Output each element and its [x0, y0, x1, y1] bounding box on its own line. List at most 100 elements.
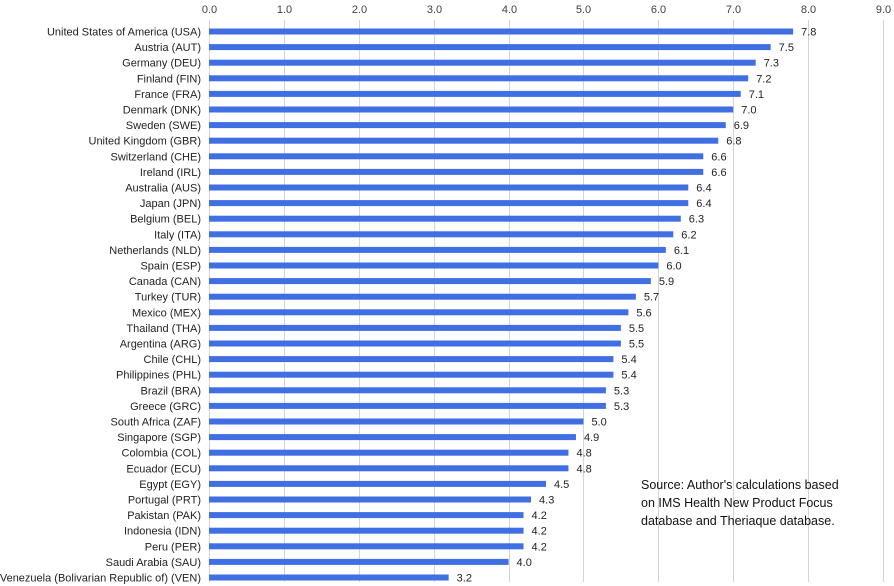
bar [209, 465, 569, 472]
category-labels: United States of America (USA) Austria (A… [0, 27, 201, 585]
bar [209, 434, 576, 441]
data-label: 4.2 [532, 510, 547, 522]
data-label: 6.6 [711, 151, 726, 163]
bar [209, 137, 719, 144]
bar [209, 90, 741, 97]
data-label: 6.4 [696, 198, 711, 210]
category-label: Chile (CHL) [144, 354, 201, 366]
bar [209, 356, 614, 363]
x-tick-label: 4.0 [502, 4, 517, 16]
category-label: United States of America (USA) [47, 27, 201, 39]
category-label: Spain (ESP) [140, 261, 201, 273]
category-label: Egypt (EGY) [139, 479, 201, 491]
data-label: 6.2 [681, 229, 696, 241]
data-label: 6.1 [674, 245, 689, 257]
category-label: Greece (GRC) [130, 401, 201, 413]
data-label: 6.3 [689, 214, 704, 226]
x-tick-label: 3.0 [427, 4, 442, 16]
data-label: 4.8 [576, 448, 591, 460]
category-label: Turkey (TUR) [135, 292, 201, 304]
data-labels: 7.87.57.37.27.17.06.96.86.66.66.46.46.36… [457, 27, 817, 585]
data-label: 6.8 [726, 136, 741, 148]
data-label: 4.2 [532, 526, 547, 538]
data-label: 4.9 [584, 432, 599, 444]
category-label: Saudi Arabia (SAU) [106, 557, 201, 569]
category-label: Mexico (MEX) [132, 307, 201, 319]
category-label: Switzerland (CHE) [111, 151, 201, 163]
data-label: 4.0 [517, 557, 532, 569]
bar [209, 200, 689, 207]
category-label: Colombia (COL) [122, 448, 201, 460]
category-label: Philippines (PHL) [116, 370, 201, 382]
bar [209, 59, 756, 66]
category-label: South Africa (ZAF) [111, 417, 201, 429]
x-tick-label: 8.0 [801, 4, 816, 16]
data-label: 7.8 [801, 27, 816, 39]
bar [209, 246, 666, 253]
bar [209, 122, 726, 129]
category-label: Finland (FIN) [137, 73, 201, 85]
x-tick-label: 9.0 [876, 4, 891, 16]
x-tick-label: 2.0 [352, 4, 367, 16]
gridlines [209, 20, 884, 582]
data-label: 5.4 [621, 354, 636, 366]
data-label: 7.2 [756, 73, 771, 85]
source-note-line: Source: Author's calculations based [641, 478, 839, 492]
bar [209, 543, 524, 550]
data-label: 4.8 [576, 463, 591, 475]
bar [209, 496, 532, 503]
bar [209, 28, 794, 35]
bar [209, 262, 659, 269]
data-label: 5.7 [644, 292, 659, 304]
bar [209, 278, 651, 285]
category-label: Japan (JPN) [140, 198, 201, 210]
category-label: Peru (PER) [145, 541, 201, 553]
category-label: Ireland (IRL) [140, 167, 201, 179]
bar [209, 293, 636, 300]
bar [209, 558, 509, 565]
category-label: Singapore (SGP) [117, 432, 201, 444]
x-tick-label: 7.0 [726, 4, 741, 16]
data-label: 7.0 [741, 105, 756, 117]
bar [209, 574, 449, 581]
bar [209, 215, 681, 222]
data-label: 5.0 [591, 417, 606, 429]
category-label: Ecuador (ECU) [126, 463, 201, 475]
source-note: Source: Author's calculations based on I… [641, 476, 891, 530]
bar [209, 340, 621, 347]
bar [209, 371, 614, 378]
data-label: 5.6 [636, 307, 651, 319]
category-label: France (FRA) [134, 89, 201, 101]
bar [209, 168, 704, 175]
category-label: Netherlands (NLD) [109, 245, 201, 257]
bar [209, 449, 569, 456]
bar [209, 324, 621, 331]
category-label: Portugal (PRT) [128, 495, 201, 507]
x-axis-ticks: 0.0 1.0 2.0 3.0 4.0 5.0 6.0 7.0 8.0 9.0 [202, 4, 891, 16]
category-label: Venezuela (Bolivarian Republic of) (VEN) [0, 573, 201, 585]
data-label: 6.6 [711, 167, 726, 179]
data-label: 7.5 [779, 42, 794, 54]
data-label: 5.5 [629, 323, 644, 335]
bar [209, 184, 689, 191]
bar [209, 402, 606, 409]
bar [209, 418, 584, 425]
bar [209, 527, 524, 534]
category-label: Canada (CAN) [129, 276, 201, 288]
data-label: 7.3 [764, 58, 779, 70]
data-label: 7.1 [749, 89, 764, 101]
data-label: 5.4 [621, 370, 636, 382]
bars [209, 28, 794, 581]
data-label: 6.9 [734, 120, 749, 132]
data-label: 4.5 [554, 479, 569, 491]
bar [209, 309, 629, 316]
data-label: 5.3 [614, 385, 629, 397]
data-label: 5.5 [629, 339, 644, 351]
category-label: Austria (AUT) [134, 42, 201, 54]
bar [209, 75, 749, 82]
source-note-line: on IMS Health New Product Focus [641, 496, 833, 510]
x-tick-label: 6.0 [651, 4, 666, 16]
x-tick-label: 1.0 [277, 4, 292, 16]
category-label: United Kingdom (GBR) [89, 136, 202, 148]
